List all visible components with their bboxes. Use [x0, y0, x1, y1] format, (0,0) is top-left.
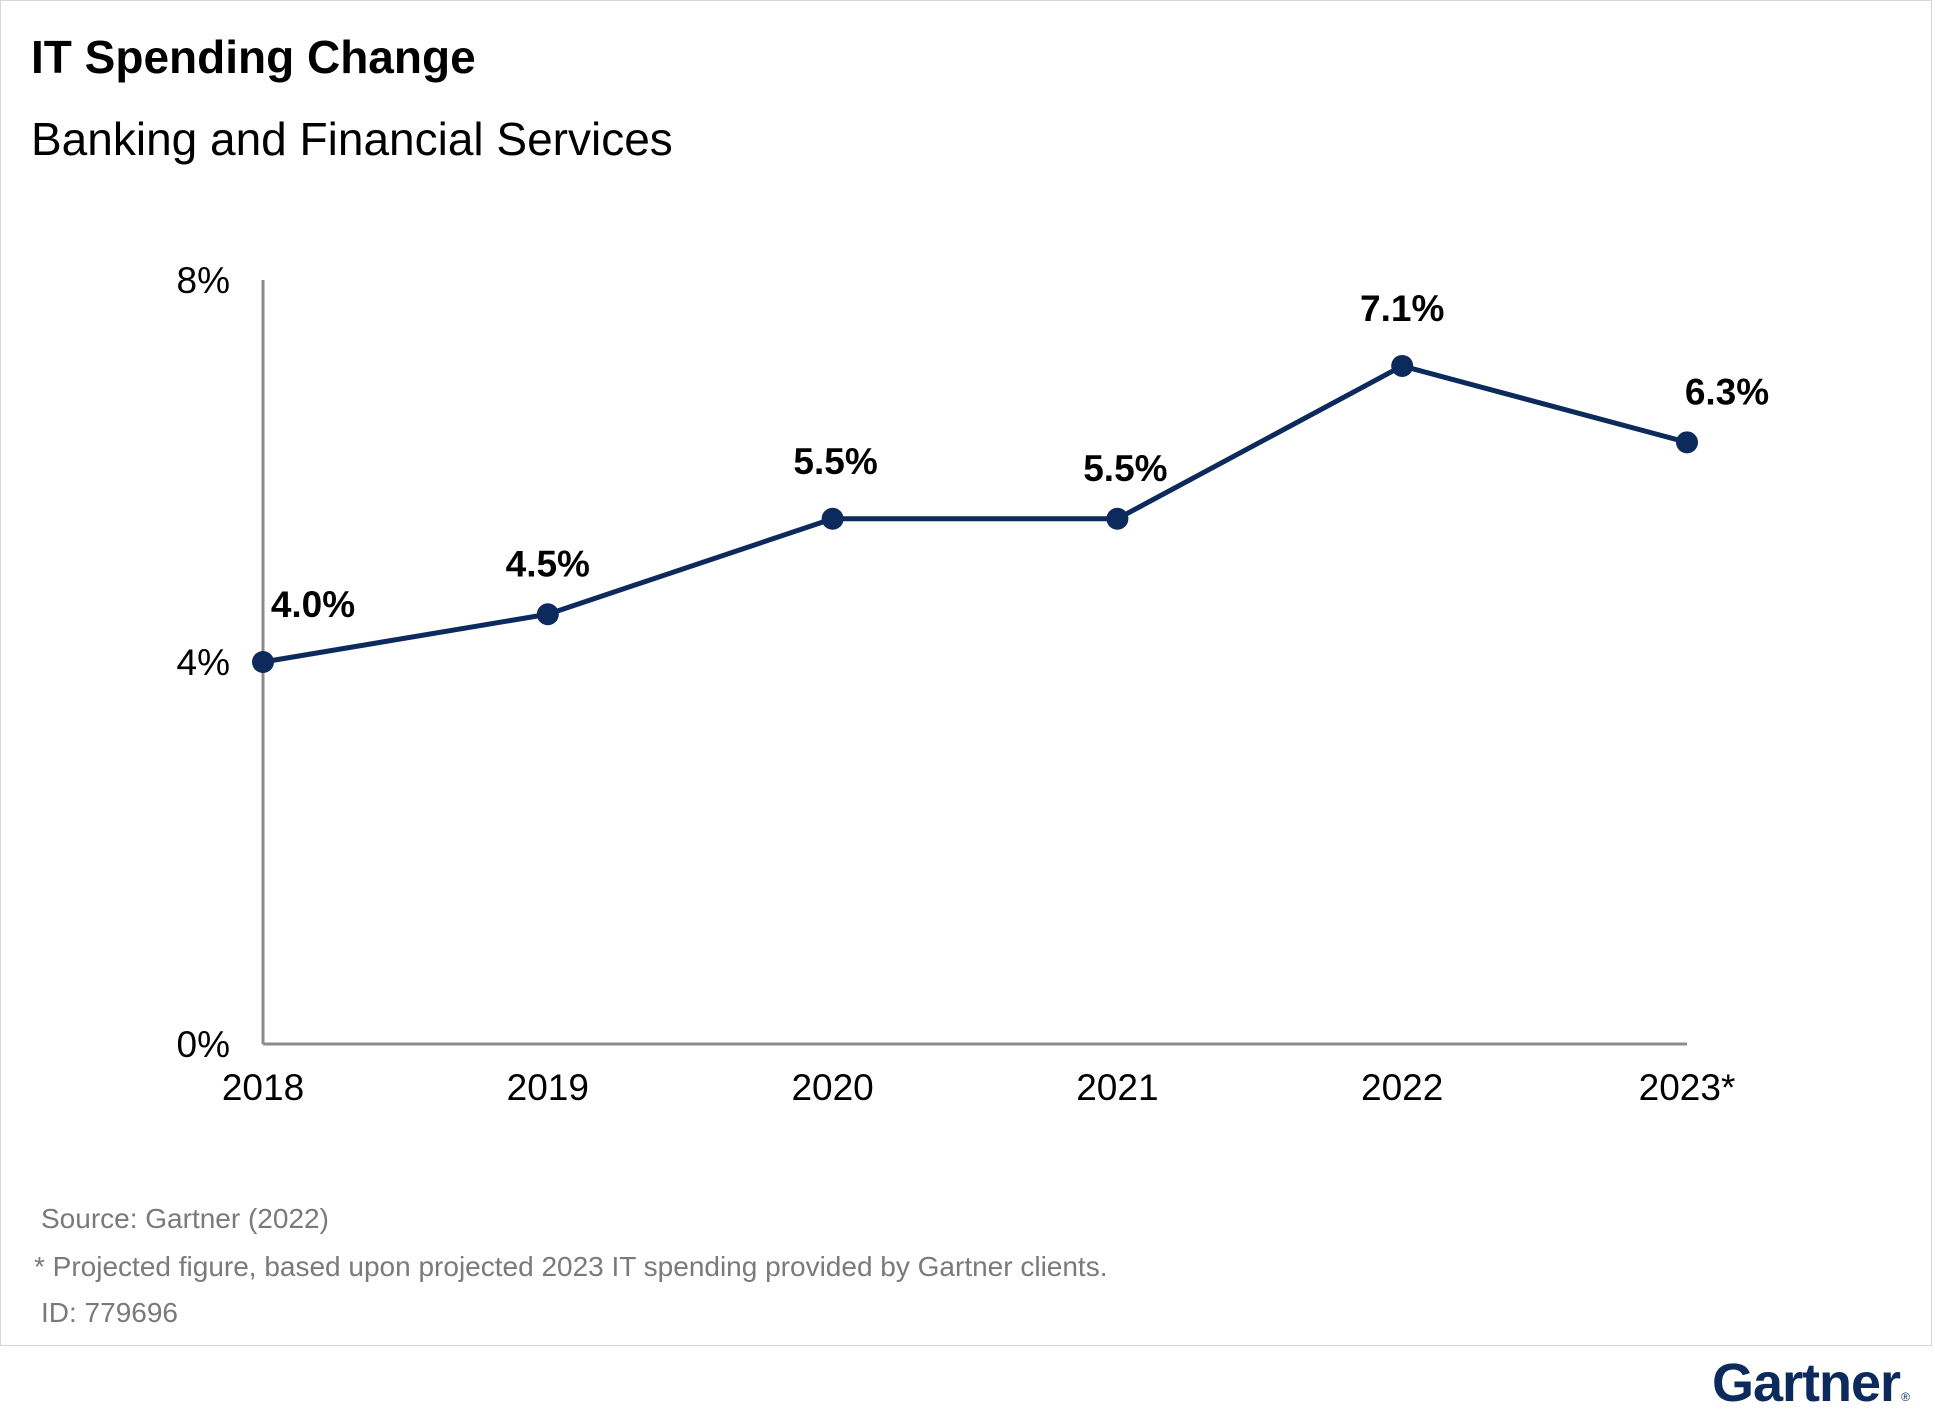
chart-title: IT Spending Change [31, 31, 476, 83]
x-tick-label: 2019 [507, 1067, 589, 1108]
y-tick-label: 4% [177, 642, 230, 683]
x-tick-label: 2022 [1361, 1067, 1443, 1108]
data-point [821, 507, 844, 530]
y-tick-labels: 0% 4% 8% [177, 260, 230, 1065]
registered-mark: ® [1901, 1390, 1910, 1404]
chart-id: ID: 779696 [41, 1297, 178, 1328]
data-point [1106, 507, 1129, 530]
data-point [536, 603, 559, 626]
footnote: * Projected figure, based upon projected… [34, 1251, 1108, 1282]
x-tick-label: 2018 [222, 1067, 304, 1108]
data-label: 5.5% [793, 441, 877, 482]
x-tick-label: 2021 [1076, 1067, 1158, 1108]
chart-card [0, 0, 1932, 1346]
x-tick-label: 2020 [791, 1067, 873, 1108]
data-labels: 4.0% 4.5% 5.5% 5.5% 7.1% 6.3% [271, 288, 1769, 625]
data-label: 6.3% [1685, 371, 1769, 412]
data-label: 7.1% [1360, 288, 1444, 329]
gartner-logo: Gartner® [1712, 1352, 1910, 1414]
data-label: 4.0% [271, 584, 355, 625]
data-point [252, 651, 274, 673]
y-tick-label: 0% [177, 1024, 230, 1065]
chart-subtitle: Banking and Financial Services [31, 113, 673, 165]
y-tick-label: 8% [177, 260, 230, 301]
series-group [252, 354, 1698, 673]
data-point [1391, 354, 1414, 377]
line-chart: 0% 4% 8% 2018 2019 2020 2021 2022 2023* 4.0% 4.5… [177, 260, 1770, 1108]
x-tick-labels: 2018 2019 2020 2021 2022 2023* [222, 1067, 1736, 1108]
data-label: 5.5% [1083, 448, 1167, 489]
chart-axes [261, 280, 1687, 1046]
data-point [1676, 431, 1698, 454]
data-label: 4.5% [506, 543, 590, 584]
source-note: Source: Gartner (2022) [41, 1203, 329, 1234]
logo-text: Gartner [1712, 1353, 1901, 1413]
x-tick-label: 2023* [1639, 1067, 1736, 1108]
series-line [262, 363, 1688, 665]
